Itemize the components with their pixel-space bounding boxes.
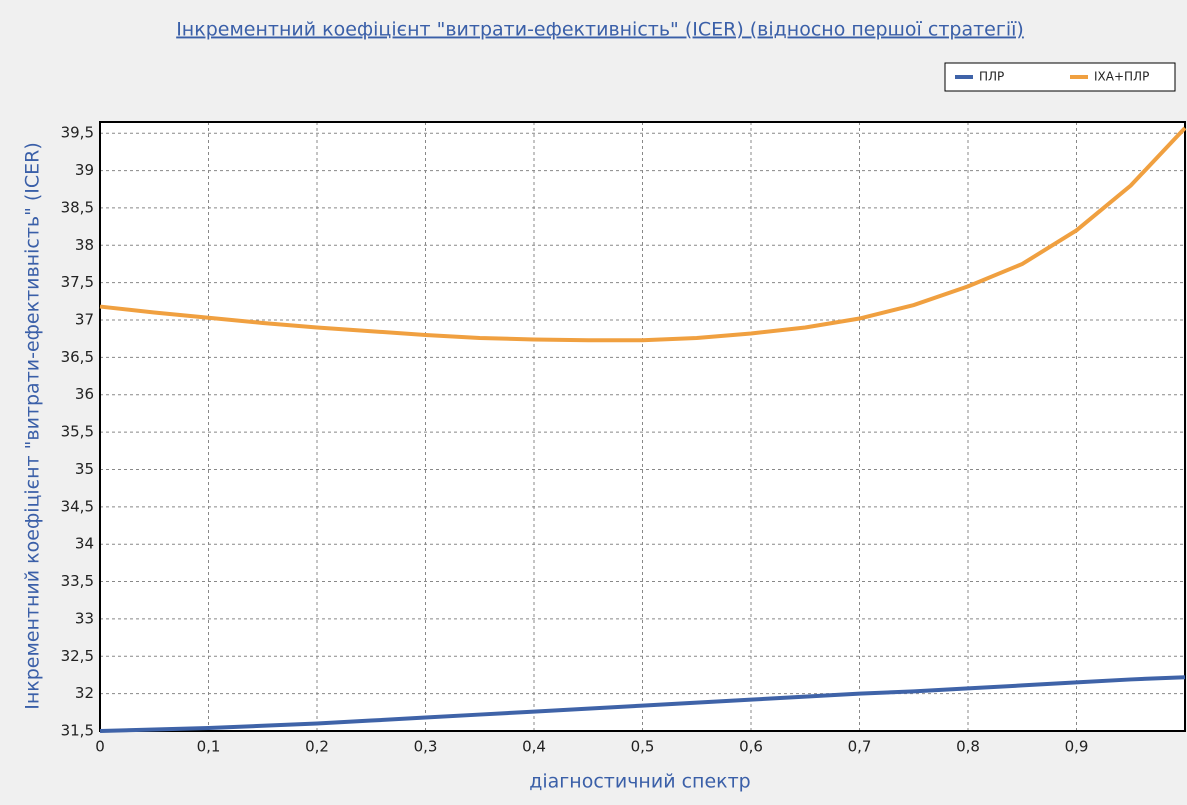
y-tick-label: 39 xyxy=(75,161,94,179)
plot-frame xyxy=(99,121,1186,732)
x-tick-label: 0,8 xyxy=(956,738,980,756)
y-tick-label: 39,5 xyxy=(61,124,94,142)
legend-label: ПЛР xyxy=(979,70,1004,84)
x-tick-label: 0,2 xyxy=(305,738,329,756)
y-tick-label: 33 xyxy=(75,609,94,627)
legend: ПЛР ІХА+ПЛР xyxy=(944,62,1176,92)
y-tick-label: 36 xyxy=(75,385,94,403)
y-tick-label: 35,5 xyxy=(61,423,94,441)
x-tick-label: 0,4 xyxy=(522,738,546,756)
y-tick-label: 34,5 xyxy=(61,497,94,515)
y-tick-label: 34 xyxy=(75,535,94,553)
legend-box xyxy=(944,62,1176,92)
x-tick-label: 0,5 xyxy=(631,738,655,756)
chart-title: Інкрементний коефіцієнт "витрати-ефектив… xyxy=(176,19,1024,41)
y-tick-label: 32,5 xyxy=(61,647,94,665)
y-tick-label: 35 xyxy=(75,460,94,478)
y-tick-label: 32 xyxy=(75,684,94,702)
y-tick-label: 36,5 xyxy=(61,348,94,366)
legend-label: ІХА+ПЛР xyxy=(1094,70,1149,84)
x-tick-label: 0 xyxy=(95,738,105,756)
x-axis-label: діагностичний спектр xyxy=(529,771,751,793)
y-tick-label: 33,5 xyxy=(61,572,94,590)
x-tick-label: 0,6 xyxy=(739,738,763,756)
y-axis-label: Інкрементний коефіцієнт "витрати-ефектив… xyxy=(22,142,44,710)
x-tick-label: 0,9 xyxy=(1065,738,1089,756)
x-tick-label: 0,3 xyxy=(414,738,438,756)
y-tick-label: 38,5 xyxy=(61,198,94,216)
y-tick-label: 37,5 xyxy=(61,273,94,291)
series-line xyxy=(99,675,1186,733)
plot-area xyxy=(100,122,1185,731)
y-tick-label: 31,5 xyxy=(61,722,94,740)
x-tick-label: 0,7 xyxy=(848,738,872,756)
y-tick-label: 38 xyxy=(75,236,94,254)
y-tick-label: 37 xyxy=(75,311,94,329)
series-line xyxy=(99,126,1187,343)
x-tick-label: 0,1 xyxy=(197,738,221,756)
